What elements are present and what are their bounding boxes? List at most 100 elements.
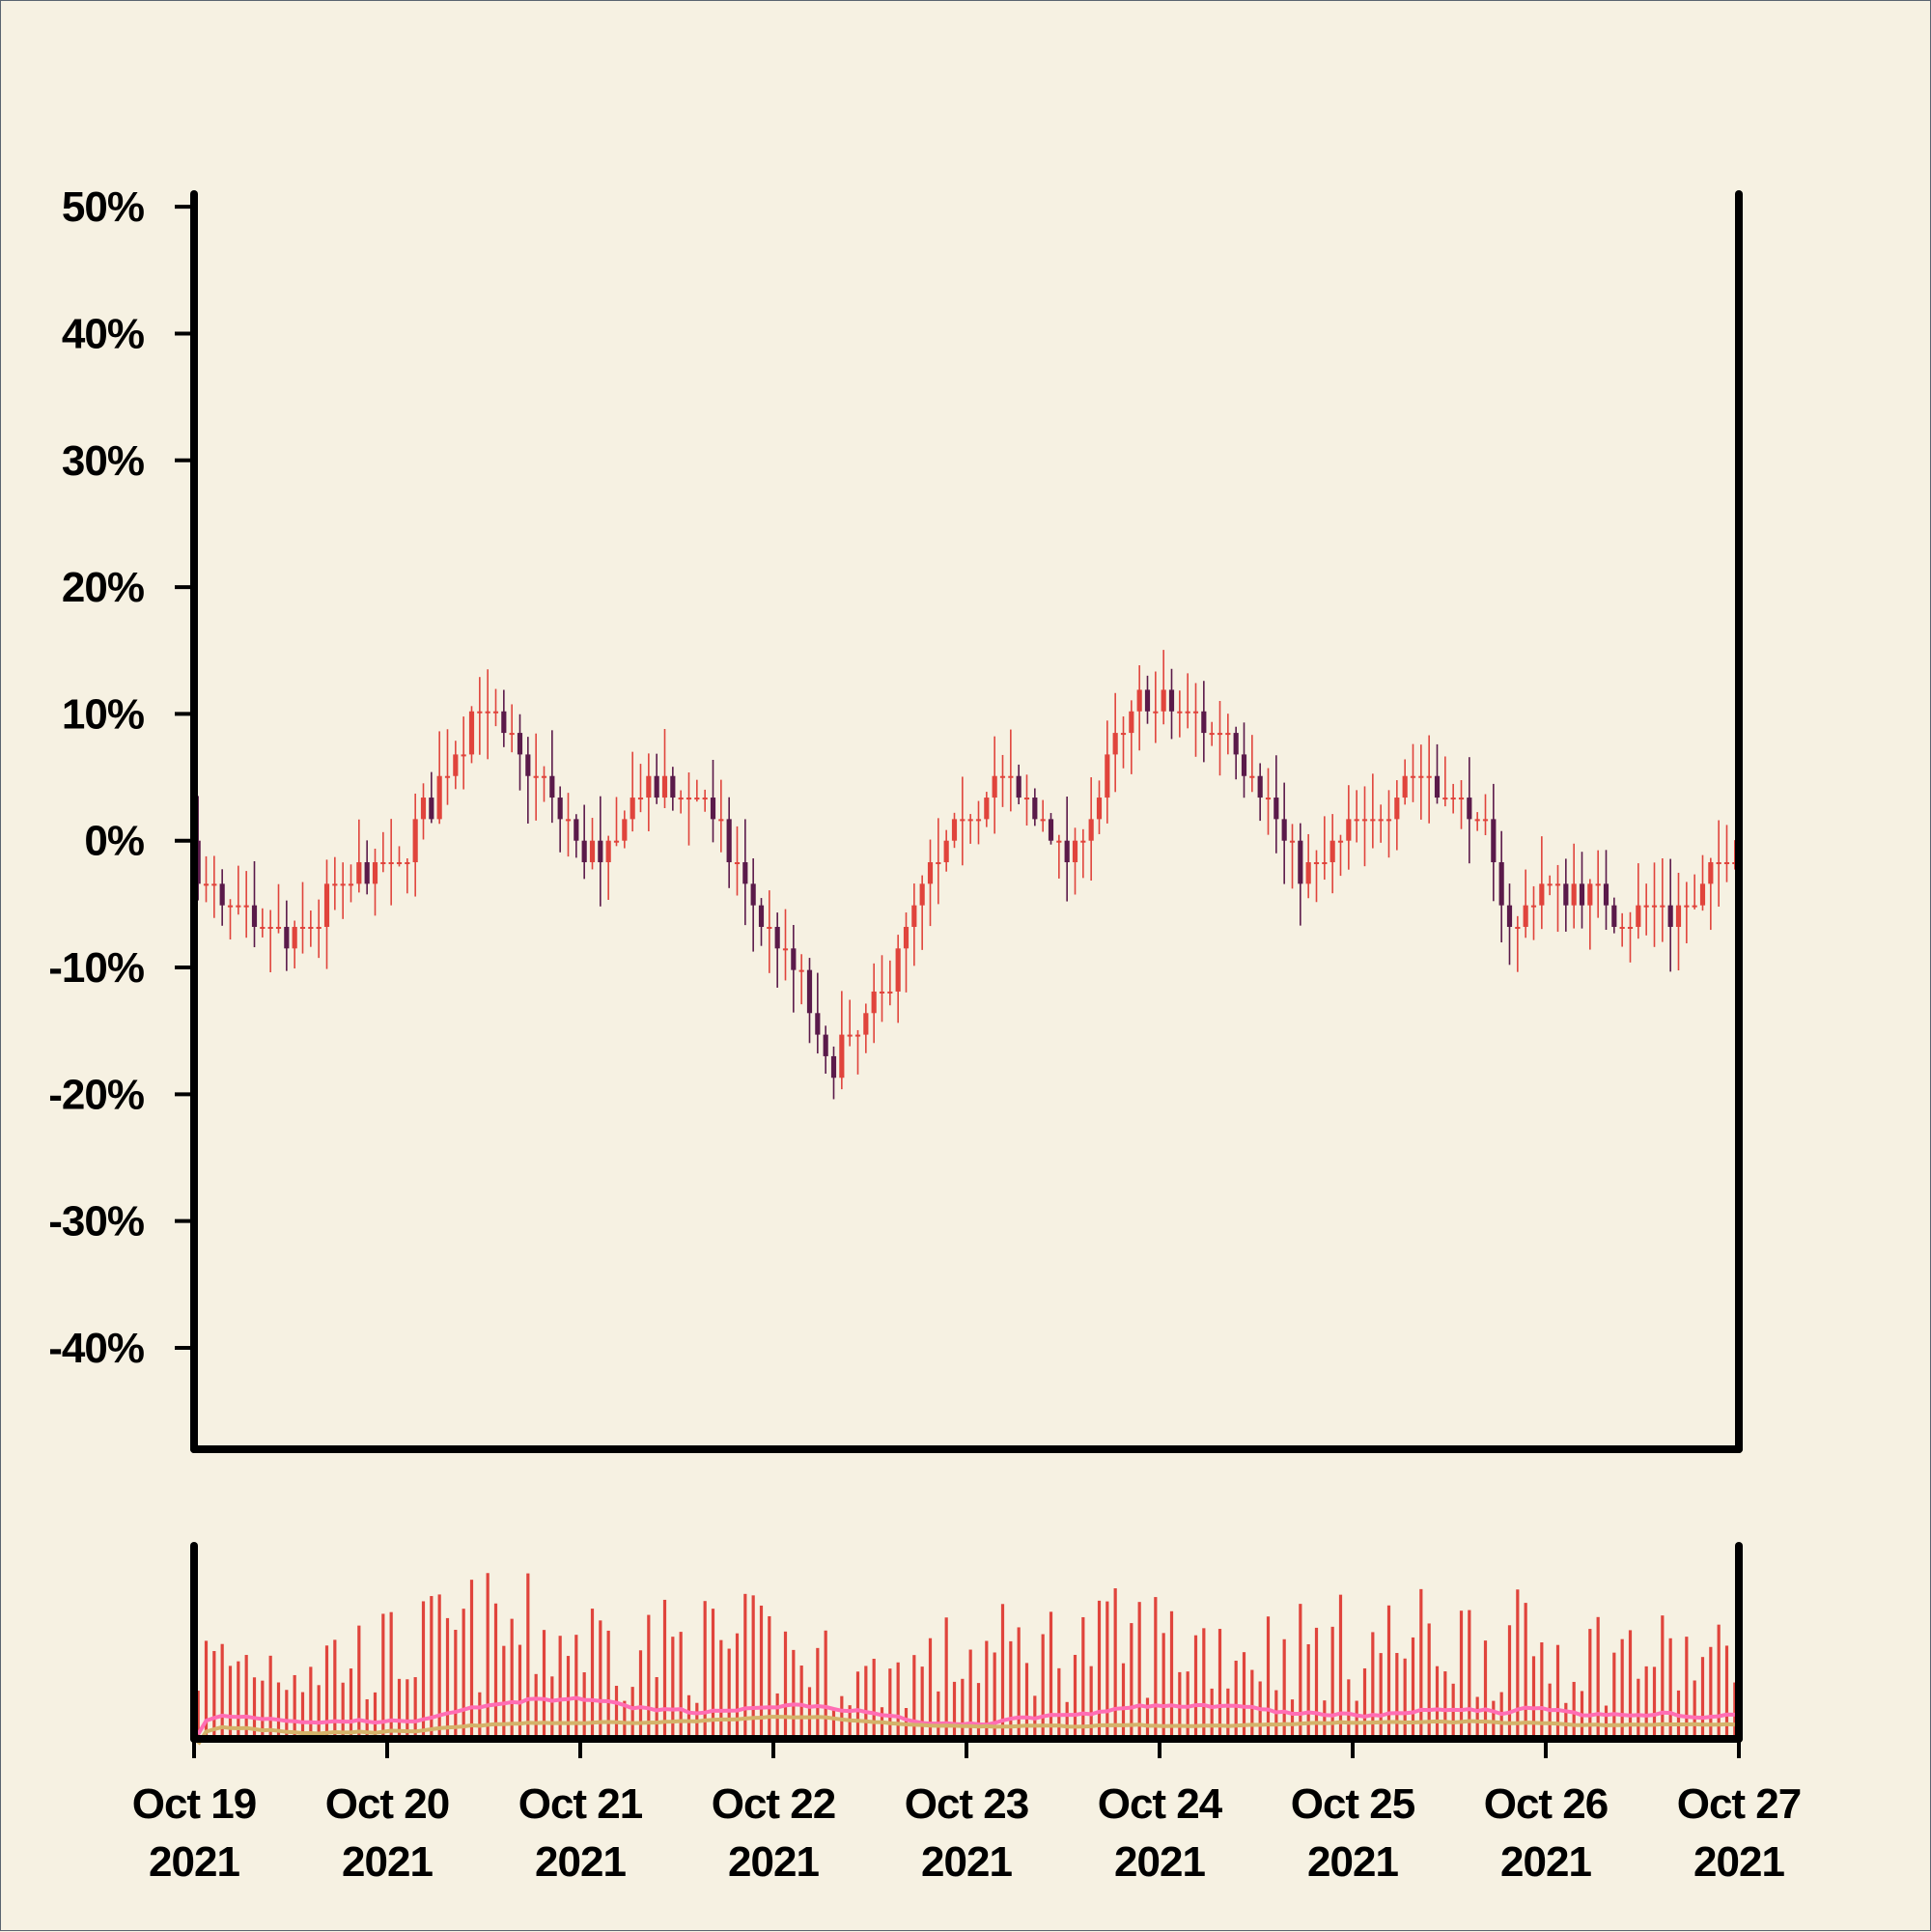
volume-bar xyxy=(831,1710,836,1739)
candle-up xyxy=(1112,733,1118,755)
volume-bar xyxy=(300,1692,305,1739)
candle-up xyxy=(1289,840,1296,843)
volume-bar xyxy=(985,1640,989,1739)
x-tick-label-year: 2021 xyxy=(342,1838,433,1886)
axes: 50% 40% 30% 20% 10% 0% -10% -20% -30% -40% Oct 19 2… xyxy=(48,183,1802,1886)
x-tick-label-year: 2021 xyxy=(1307,1838,1398,1886)
volume-bar xyxy=(406,1679,409,1739)
candle-down xyxy=(654,775,659,798)
volume-bar xyxy=(1379,1653,1383,1739)
y-tick-label: 40% xyxy=(62,310,144,357)
candle-up xyxy=(1225,733,1231,736)
x-tick-label-year: 2021 xyxy=(921,1838,1012,1886)
volume-bar xyxy=(783,1631,788,1739)
candle-up xyxy=(1337,840,1344,843)
volume-bar xyxy=(550,1676,554,1739)
volume-bar xyxy=(437,1594,441,1739)
candle-up xyxy=(1450,798,1456,800)
volume-bar xyxy=(478,1692,482,1739)
candle-up xyxy=(1643,905,1649,908)
candle-down xyxy=(598,840,603,863)
candle-up xyxy=(1129,711,1134,734)
candle-up xyxy=(509,733,515,736)
volume-bar xyxy=(864,1666,868,1739)
candle-up xyxy=(1361,819,1368,822)
volume-bar xyxy=(792,1649,796,1739)
candle-down xyxy=(525,754,531,776)
candle-up xyxy=(396,862,403,865)
volume-bar xyxy=(799,1666,803,1739)
candle-up xyxy=(1699,883,1706,906)
y-tick-label: 0% xyxy=(84,818,144,865)
candle-down xyxy=(284,926,290,949)
x-tick-label-date: Oct 19 xyxy=(132,1780,257,1828)
volume-bar xyxy=(1443,1671,1447,1739)
candle-up xyxy=(1105,754,1110,798)
volume-bar xyxy=(333,1639,337,1739)
volume-bar xyxy=(357,1625,361,1739)
candle-up xyxy=(533,775,539,778)
volume-bar xyxy=(711,1609,715,1739)
candle-up xyxy=(967,819,973,822)
candle-down xyxy=(517,733,523,755)
candle-up xyxy=(1627,926,1634,929)
candle-up xyxy=(1080,840,1086,843)
x-tick-label-year: 2021 xyxy=(535,1838,626,1886)
volume-bar xyxy=(1242,1652,1246,1739)
candle-up xyxy=(1636,905,1641,927)
volume-bar xyxy=(1226,1688,1230,1739)
candle-up xyxy=(565,819,572,822)
volume-bar xyxy=(1154,1597,1158,1739)
candle-up xyxy=(1088,819,1094,841)
volume-bar xyxy=(1475,1696,1479,1739)
candle-down xyxy=(1498,862,1504,906)
candle-up xyxy=(1023,798,1030,800)
candle-down xyxy=(1233,733,1239,755)
candle-up xyxy=(943,840,949,863)
candle-up xyxy=(767,926,772,929)
candle-up xyxy=(260,926,266,929)
candle-up xyxy=(1410,775,1416,778)
candle-up xyxy=(1346,819,1352,841)
volume-bar xyxy=(1306,1643,1310,1739)
candle-up xyxy=(1716,862,1721,865)
candle-up xyxy=(798,969,804,972)
volume-bar xyxy=(1217,1629,1222,1739)
y-tick-label: 50% xyxy=(62,183,144,231)
candle-up xyxy=(1378,819,1384,822)
volume-bar xyxy=(349,1668,353,1739)
candle-down xyxy=(1048,819,1054,841)
candle-up xyxy=(661,775,668,798)
candle-up xyxy=(1161,689,1166,712)
candle-up xyxy=(1008,775,1014,778)
volume-bar xyxy=(768,1615,771,1739)
volume-bar xyxy=(309,1666,313,1739)
volume-bar xyxy=(1266,1616,1271,1739)
volume-bar xyxy=(1130,1623,1133,1739)
candle-up xyxy=(1072,840,1078,863)
candle-up xyxy=(1458,798,1465,800)
candle-up xyxy=(1547,883,1553,886)
volume-bar xyxy=(1113,1588,1117,1739)
volume-bar xyxy=(1065,1701,1069,1739)
volume-bar xyxy=(1685,1637,1689,1739)
candle-down xyxy=(1064,840,1070,863)
candle-up xyxy=(1209,733,1215,736)
volume-bar xyxy=(1717,1624,1721,1739)
candle-up xyxy=(292,926,297,949)
candle-down xyxy=(750,883,756,906)
volume-bar xyxy=(1524,1603,1527,1739)
candle-down xyxy=(1241,754,1247,776)
volume-bar xyxy=(261,1680,265,1739)
volume-bar xyxy=(1693,1680,1696,1739)
volume-bar xyxy=(1709,1646,1713,1739)
candle-up xyxy=(1619,926,1625,929)
candle-up xyxy=(1322,862,1328,865)
volume-bar xyxy=(735,1633,740,1739)
volume-bar xyxy=(220,1643,224,1739)
volume-bar xyxy=(1435,1666,1440,1739)
x-tick-label-year: 2021 xyxy=(1500,1838,1591,1886)
x-tick-label-date: Oct 27 xyxy=(1677,1780,1802,1828)
volume-bar xyxy=(1427,1623,1431,1739)
x-tick-label-year: 2021 xyxy=(728,1838,819,1886)
